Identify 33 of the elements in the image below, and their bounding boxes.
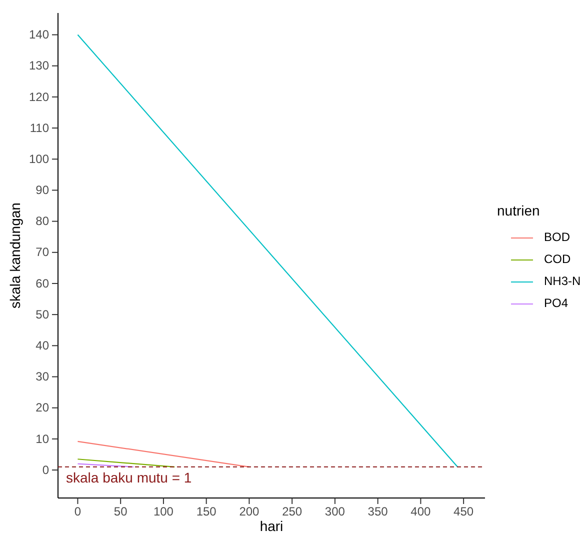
y-tick-label: 90 — [36, 183, 50, 198]
ref-line-label: skala baku mutu = 1 — [66, 470, 192, 486]
legend-label: BOD — [544, 230, 570, 244]
x-tick-label: 350 — [368, 504, 388, 519]
x-axis-title: hari — [260, 518, 284, 534]
x-tick-label: 100 — [153, 504, 174, 519]
x-tick-label: 150 — [196, 504, 217, 519]
y-tick-label: 100 — [28, 152, 50, 166]
y-tick-label: 60 — [36, 276, 50, 290]
y-tick-label: 110 — [30, 120, 50, 135]
y-axis-title: skala kandungan — [7, 202, 23, 308]
y-tick-label: 10 — [36, 432, 50, 446]
x-tick-label: 400 — [410, 504, 432, 519]
legend-title: nutrien — [497, 202, 540, 219]
y-tick-label: 30 — [36, 370, 50, 384]
y-tick-label: 80 — [36, 214, 50, 228]
y-tick-label: 20 — [36, 400, 50, 415]
y-tick-label: 140 — [28, 28, 50, 42]
y-tick-label: 0 — [42, 462, 50, 477]
x-tick-label: 450 — [454, 504, 474, 519]
y-tick-label: 40 — [36, 338, 50, 352]
y-tick-label: 130 — [28, 58, 50, 73]
x-tick-label: 0 — [74, 504, 82, 519]
x-tick-label: 300 — [324, 504, 346, 519]
y-tick-label: 70 — [36, 245, 50, 260]
y-tick-label: 120 — [28, 90, 50, 104]
legend-label: NH3-N — [544, 274, 581, 288]
legend-label: COD — [544, 252, 571, 266]
x-tick-label: 200 — [239, 504, 260, 519]
y-tick-label: 50 — [36, 307, 50, 322]
x-tick-label: 50 — [114, 504, 128, 519]
x-tick-label: 250 — [282, 504, 302, 519]
legend-label: PO4 — [544, 296, 568, 310]
